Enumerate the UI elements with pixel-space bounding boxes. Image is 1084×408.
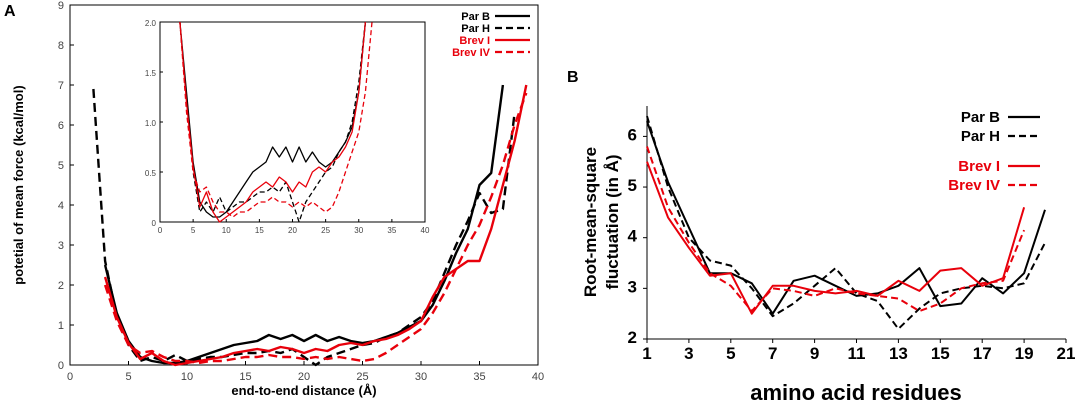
inset-y-tick-label: 0 [152, 219, 157, 228]
inset-x-tick-label: 30 [354, 226, 363, 235]
inset-y-tick-label: 2.0 [145, 19, 157, 28]
inset-x-tick-label: 20 [288, 226, 297, 235]
panel-b-x-ticks: 1 3 5 7 9 11 13 15 17 19 21 [642, 339, 1075, 363]
panel-a-x-tick-label: 10 [181, 371, 193, 383]
panel-b-x-tick-label: 19 [1015, 344, 1034, 363]
panel-a-label: A [4, 3, 16, 20]
panel-a-x-tick-label: 25 [356, 371, 368, 383]
panel-b-x-tick-label: 13 [889, 344, 908, 363]
panel-b-x-tick-label: 1 [642, 344, 651, 363]
panel-b-y-tick-label: 3 [628, 277, 637, 296]
panel-a-x-tick-label: 20 [298, 371, 310, 383]
panel-a-series-par-b [103, 84, 505, 365]
inset-series-par-h [179, 21, 367, 223]
panel-a-legend-label-brev-iv: Brev IV [452, 47, 491, 59]
inset-y-ticks: 0 0.5 1.0 1.5 2.0 [145, 19, 163, 228]
inset-x-tick-label: 10 [222, 226, 231, 235]
panel-b-x-tick-label: 11 [848, 344, 866, 363]
panel-a-x-axis-label: end-to-end distance (Å) [231, 383, 376, 398]
inset-y-tick-label: 1.0 [145, 119, 157, 128]
panel-a-series-brev-iv [103, 92, 528, 365]
inset-x-tick-label: 25 [321, 226, 330, 235]
panel-a-x-tick-label: 30 [415, 371, 427, 383]
panel-a-x-tick-label: 15 [239, 371, 251, 383]
panel-b-legend: Par B Par H Brev I Brev IV [948, 109, 1040, 194]
panel-a-y-tick-label: 2 [58, 280, 64, 292]
panel-b-x-tick-label: 15 [931, 344, 950, 363]
panel-a-y-tick-label: 1 [58, 320, 64, 332]
inset-y-tick-label: 0.5 [145, 169, 157, 178]
inset-series-brev-iv [179, 21, 373, 218]
panel-b-x-axis-label: amino acid residues [750, 380, 962, 405]
panel-b-y-ticks: 2 3 4 5 6 [628, 125, 647, 347]
panel-b-series-brev-iv [646, 146, 1026, 313]
panel-a-y-tick-label: 5 [58, 160, 64, 172]
inset-series [179, 21, 373, 223]
inset-x-tick-label: 5 [191, 226, 196, 235]
panel-a-series [92, 84, 528, 367]
panel-a-y-tick-label: 7 [58, 80, 64, 92]
panel-a-x-ticks: 0 5 10 15 20 25 30 35 40 [67, 361, 544, 383]
panel-b-x-tick-label: 3 [684, 344, 693, 363]
panel-b-y-axis-label-line1: Root-mean-square [581, 147, 600, 297]
panel-a-y-axis-label: potetial of mean force (kcal/mol) [11, 85, 26, 284]
panel-b-legend-label-brev-i: Brev I [958, 158, 1000, 175]
panel-b-x-tick-label: 5 [726, 344, 735, 363]
panel-a-x-tick-label: 0 [67, 371, 73, 383]
panel-a-legend-label-par-h: Par H [461, 23, 490, 35]
panel-b-y-axis-label-line2: fluctuation (in Å) [603, 154, 622, 289]
panel-b-legend-label-brev-iv: Brev IV [948, 177, 1000, 194]
panel-a-y-tick-label: 8 [58, 40, 64, 52]
panel-b-y-tick-label: 5 [628, 176, 637, 195]
panel-a-series-brev-i [103, 84, 528, 367]
panel-a-y-tick-label: 6 [58, 120, 64, 132]
panel-b-y-tick-label: 6 [628, 125, 637, 144]
panel-b-legend-label-par-h: Par H [961, 128, 1000, 145]
panel-b-series-brev-i [646, 161, 1026, 315]
panel-b-x-tick-label: 9 [810, 344, 819, 363]
panel-a-x-tick-label: 40 [532, 371, 544, 383]
panel-a: A 0 5 10 15 20 25 30 35 40 0 1 2 3 4 5 6 7 8 9 end-to-end… [4, 0, 544, 398]
panel-b-x-tick-label: 7 [768, 344, 777, 363]
panel-b-label: B [567, 69, 579, 86]
panel-a-x-tick-label: 35 [473, 371, 485, 383]
panel-a-inset: 0 5 10 15 20 25 30 35 40 0 0.5 1.0 1.5 2.0 [145, 19, 430, 235]
inset-series-brev-i [179, 21, 367, 223]
panel-a-series-par-h [92, 88, 516, 367]
inset-x-tick-label: 0 [158, 226, 163, 235]
panel-b-series-par-h [646, 115, 1046, 330]
panel-a-y-tick-label: 4 [58, 200, 64, 212]
panel-b-y-tick-label: 4 [628, 227, 638, 246]
panel-a-x-tick-label: 5 [125, 371, 131, 383]
inset-x-ticks: 0 5 10 15 20 25 30 35 40 [158, 219, 430, 235]
panel-b-y-tick-label: 2 [628, 328, 637, 347]
inset-x-tick-label: 15 [255, 226, 264, 235]
panel-b-legend-label-par-b: Par B [961, 109, 1000, 126]
panel-a-legend-label-brev-i: Brev I [459, 35, 490, 47]
panel-a-y-tick-label: 3 [58, 240, 64, 252]
panel-b-x-tick-label: 17 [973, 344, 992, 363]
panel-a-y-tick-label: 9 [58, 0, 64, 12]
inset-x-tick-label: 35 [387, 226, 396, 235]
inset-x-tick-label: 40 [421, 226, 430, 235]
inset-series-par-b [179, 21, 367, 218]
panel-b-x-tick-label: 21 [1057, 344, 1076, 363]
panel-a-legend-label-par-b: Par B [461, 11, 490, 23]
panel-b-series [646, 115, 1046, 330]
inset-y-tick-label: 1.5 [145, 69, 157, 78]
panel-a-y-ticks: 0 1 2 3 4 5 6 7 8 9 [58, 0, 74, 372]
panel-a-y-tick-label: 0 [58, 360, 64, 372]
